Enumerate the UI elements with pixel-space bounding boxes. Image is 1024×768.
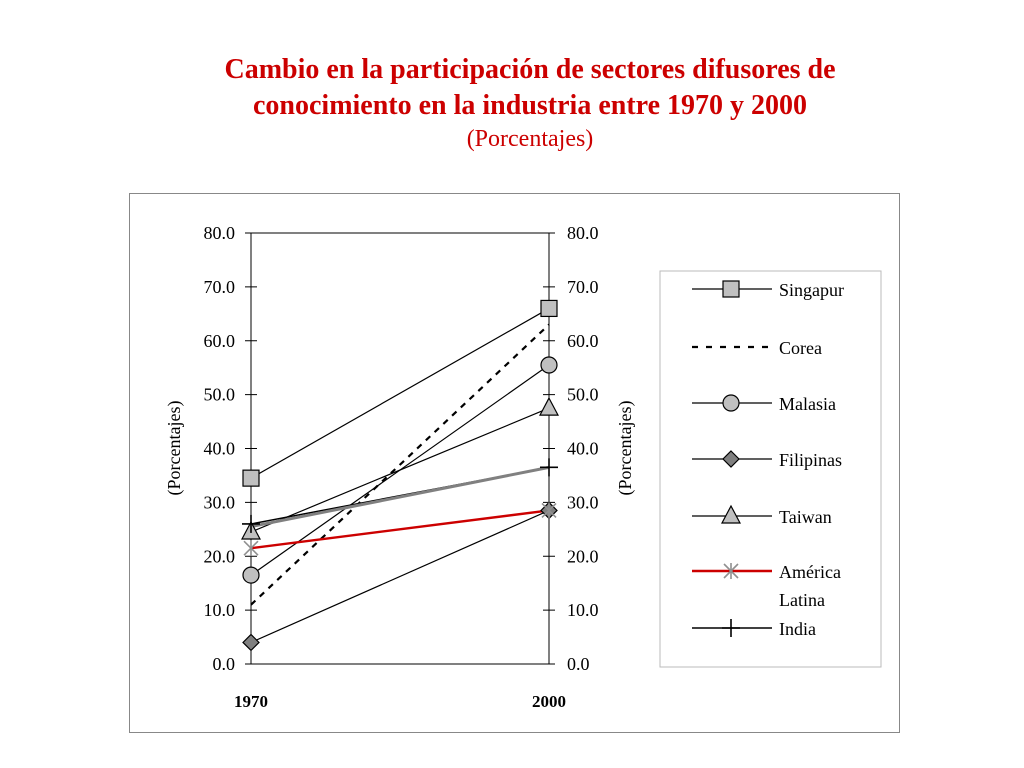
right-tick-label: 70.0 bbox=[567, 277, 599, 297]
series-line-filipinas bbox=[250, 509, 550, 643]
data-point-singapur bbox=[540, 299, 558, 318]
right-tick-label: 80.0 bbox=[567, 223, 599, 243]
left-tick-label: 50.0 bbox=[204, 385, 236, 405]
y-axis-label-left: (Porcentajes) bbox=[164, 401, 185, 496]
data-point-malasia bbox=[540, 356, 558, 374]
data-point-india bbox=[540, 458, 558, 477]
left-tick-label: 20.0 bbox=[204, 546, 236, 566]
left-tick-label: 70.0 bbox=[204, 277, 236, 297]
legend-marker-malasia bbox=[722, 394, 740, 412]
legend-box bbox=[659, 270, 882, 668]
right-tick-label: 30.0 bbox=[567, 492, 599, 512]
data-point-filipinas bbox=[242, 633, 260, 652]
series-line-unlabeled bbox=[250, 465, 550, 529]
left-tick-label: 10.0 bbox=[204, 600, 236, 620]
legend-label-taiwan: Taiwan bbox=[779, 507, 832, 527]
series-line-america-latina bbox=[250, 509, 550, 550]
series-line-singapur bbox=[250, 307, 550, 479]
legend-marker-filipinas bbox=[722, 450, 740, 468]
legend-marker-india bbox=[722, 619, 740, 637]
legend-marker-singapur bbox=[722, 280, 740, 298]
legend-label-filipinas: Filipinas bbox=[779, 450, 842, 470]
y-axis-label-right: (Porcentajes) bbox=[615, 401, 636, 496]
legend-label-corea: Corea bbox=[779, 338, 822, 358]
legend-marker-taiwan bbox=[721, 504, 741, 524]
legend-label-singapur: Singapur bbox=[779, 280, 844, 300]
series-line-taiwan bbox=[250, 407, 550, 533]
left-tick-label: 80.0 bbox=[204, 223, 236, 243]
x-category-label: 1970 bbox=[234, 692, 268, 711]
chart-title: Cambio en la participación de sectores d… bbox=[224, 54, 836, 121]
legend-label-india: India bbox=[779, 619, 816, 639]
legend-label-malasia: Malasia bbox=[779, 394, 836, 414]
right-tick-label: 10.0 bbox=[567, 600, 599, 620]
series-line-corea bbox=[250, 323, 550, 606]
right-tick-label: 40.0 bbox=[567, 439, 599, 459]
data-point-india bbox=[242, 514, 260, 533]
x-category-label: 2000 bbox=[532, 692, 566, 711]
title-block: Cambio en la participación de sectores d… bbox=[150, 52, 910, 154]
data-point-singapur bbox=[242, 469, 260, 487]
data-point-america-latina bbox=[243, 540, 259, 557]
legend-label-america-latina: América Latina bbox=[779, 562, 841, 610]
data-point-malasia bbox=[242, 566, 260, 584]
left-tick-label: 0.0 bbox=[213, 654, 236, 674]
data-point-america-latina bbox=[541, 502, 557, 519]
data-point-taiwan bbox=[539, 396, 559, 416]
left-tick-label: 60.0 bbox=[204, 331, 236, 351]
right-tick-label: 0.0 bbox=[567, 654, 590, 674]
right-tick-label: 50.0 bbox=[567, 385, 599, 405]
left-tick-label: 30.0 bbox=[204, 492, 236, 512]
right-tick-label: 60.0 bbox=[567, 331, 599, 351]
legend-marker-america-latina bbox=[723, 563, 739, 579]
chart-subtitle: (Porcentajes) bbox=[466, 126, 594, 152]
chart-frame bbox=[129, 193, 900, 733]
left-tick-label: 40.0 bbox=[204, 439, 236, 459]
right-tick-label: 20.0 bbox=[567, 546, 599, 566]
